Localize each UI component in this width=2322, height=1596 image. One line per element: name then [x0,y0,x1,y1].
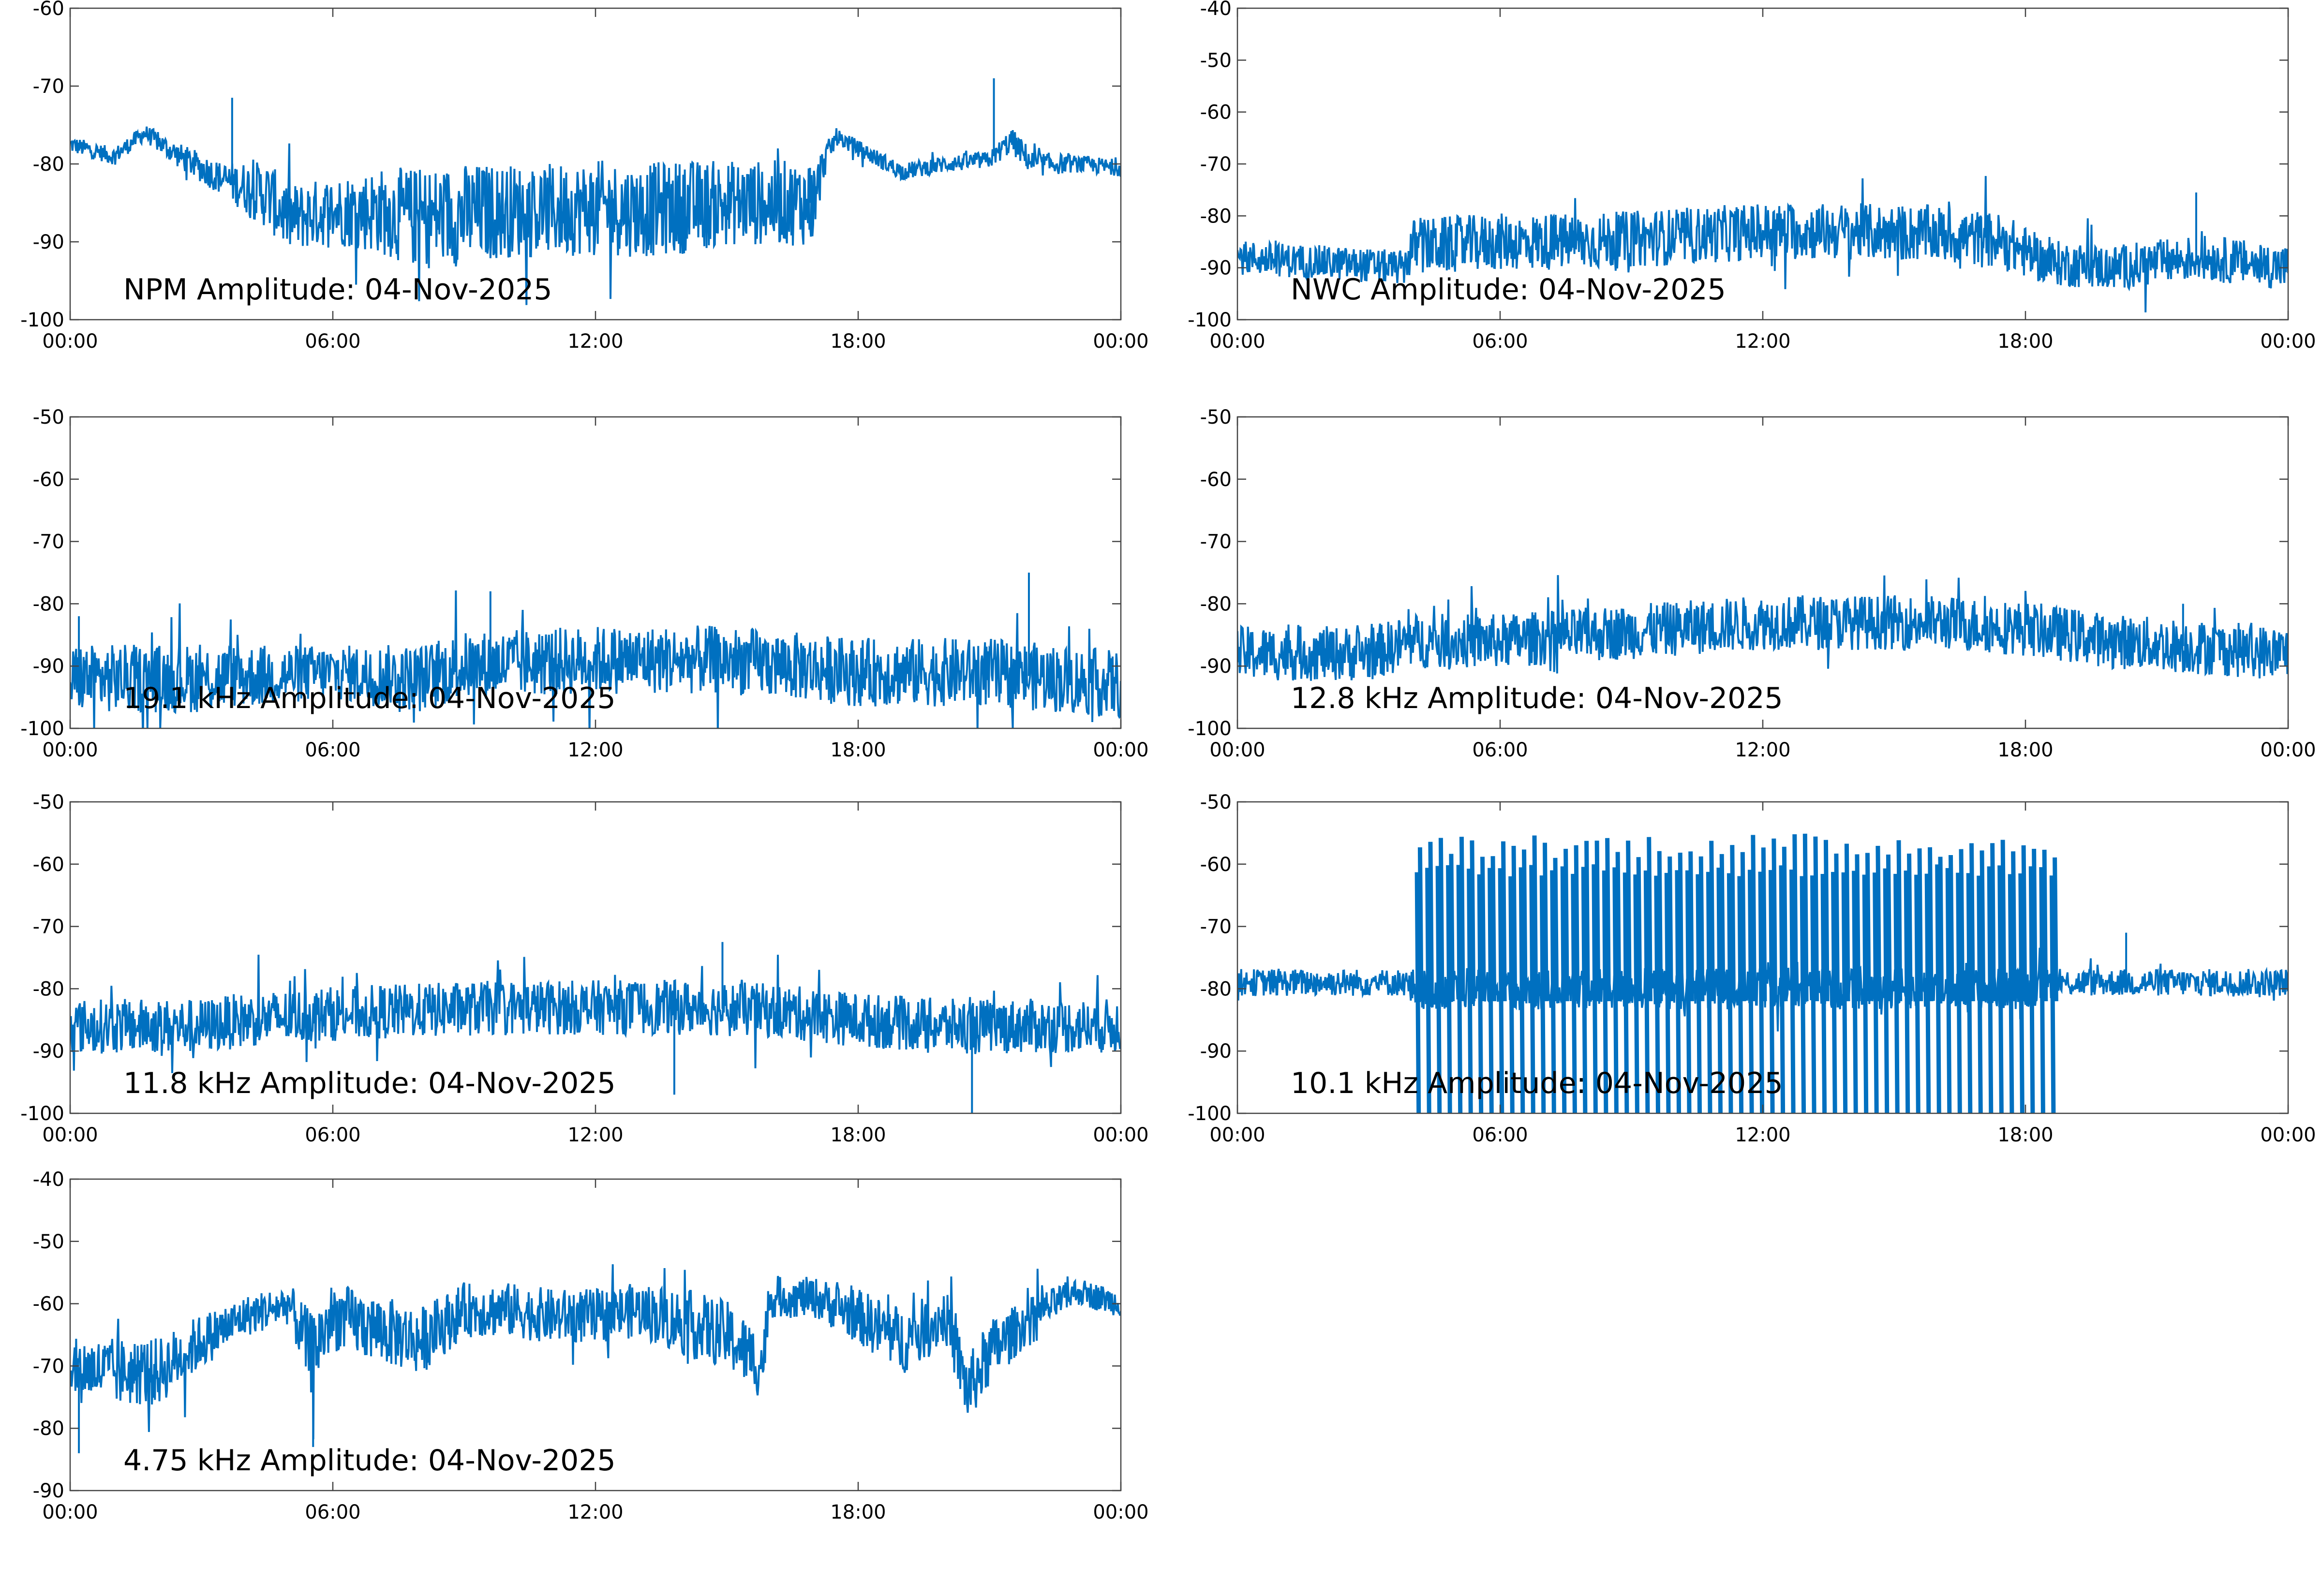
x-tick-label: 12:00 [567,739,623,761]
x-tick-label: 18:00 [1997,1124,2053,1146]
y-tick-label: -90 [33,1480,64,1502]
y-tick-label: -80 [1200,978,1232,1000]
x-tick-label: 00:00 [1209,1124,1265,1146]
series-line-f11_8 [70,954,1121,1073]
x-tick-label: 06:00 [305,739,360,761]
chart-title: NPM Amplitude: 04-Nov-2025 [123,273,552,307]
x-tick-label: 00:00 [2260,1124,2316,1146]
x-tick-label: 00:00 [2260,330,2316,353]
y-tick-label: -60 [1200,469,1232,491]
x-tick-label: 06:00 [305,330,360,353]
series-line-f4_75 [70,1264,1121,1439]
x-tick-label: 18:00 [1997,330,2053,353]
x-tick-label: 00:00 [1209,330,1265,353]
y-tick-label: -70 [33,916,64,938]
y-tick-label: -80 [1200,593,1232,615]
y-tick-label: -100 [20,1103,64,1125]
x-tick-label: 06:00 [1472,739,1528,761]
x-tick-label: 00:00 [2260,739,2316,761]
y-tick-label: -70 [33,1355,64,1377]
x-tick-label: 06:00 [305,1124,360,1146]
series-line-nwc [1237,176,2288,312]
y-tick-label: -50 [33,406,64,429]
x-tick-label: 18:00 [1997,739,2053,761]
y-tick-label: -100 [20,718,64,740]
y-tick-label: -60 [1200,854,1232,876]
chart-title: 11.8 kHz Amplitude: 04-Nov-2025 [123,1066,616,1100]
y-tick-label: -70 [1200,916,1232,938]
y-tick-label: -50 [1200,49,1232,72]
x-tick-label: 12:00 [567,1501,623,1523]
y-tick-label: -40 [1200,0,1232,20]
y-tick-label: -70 [33,531,64,553]
chart-title: NWC Amplitude: 04-Nov-2025 [1291,273,1726,307]
x-tick-label: 18:00 [830,1501,886,1523]
y-tick-label: -70 [33,75,64,98]
y-tick-label: -90 [1200,655,1232,678]
y-tick-label: -60 [33,0,64,20]
x-tick-label: 18:00 [830,739,886,761]
series-line-f19_1 [70,590,1121,728]
x-tick-label: 00:00 [1093,1124,1148,1146]
x-tick-label: 12:00 [1735,330,1790,353]
x-tick-label: 12:00 [567,330,623,353]
x-tick-label: 00:00 [42,330,98,353]
y-tick-label: -90 [1200,257,1232,280]
y-tick-label: -80 [33,978,64,1000]
y-tick-label: -90 [1200,1040,1232,1063]
y-tick-label: -80 [1200,205,1232,227]
x-tick-label: 06:00 [1472,330,1528,353]
y-tick-label: -70 [1200,153,1232,176]
y-tick-label: -80 [33,153,64,176]
y-tick-label: -80 [33,1418,64,1440]
y-tick-label: -70 [1200,531,1232,553]
x-tick-label: 12:00 [1735,739,1790,761]
y-tick-label: -80 [33,593,64,615]
x-tick-label: 00:00 [1093,1501,1148,1523]
y-tick-label: -60 [1200,102,1232,124]
y-tick-label: -100 [1188,1103,1232,1125]
x-tick-label: 00:00 [1209,739,1265,761]
x-tick-label: 00:00 [42,1501,98,1523]
x-tick-label: 18:00 [830,330,886,353]
series-line-npm [70,126,1121,305]
x-tick-label: 06:00 [305,1501,360,1523]
y-tick-label: -60 [33,1293,64,1315]
y-tick-label: -60 [33,854,64,876]
y-tick-label: -50 [1200,791,1232,813]
y-tick-label: -60 [33,469,64,491]
chart-title: 19.1 kHz Amplitude: 04-Nov-2025 [123,681,616,715]
y-tick-label: -90 [33,655,64,678]
y-tick-label: -50 [33,791,64,813]
y-tick-label: -50 [33,1231,64,1253]
series-line-f12_8 [1237,575,2288,681]
x-tick-label: 18:00 [830,1124,886,1146]
x-tick-label: 00:00 [42,739,98,761]
chart-title: 12.8 kHz Amplitude: 04-Nov-2025 [1291,681,1783,715]
chart-title: 10.1 kHz Amplitude: 04-Nov-2025 [1291,1066,1783,1100]
x-tick-label: 06:00 [1472,1124,1528,1146]
x-tick-label: 12:00 [567,1124,623,1146]
y-tick-label: -100 [20,309,64,331]
burst-marks-f10_1 [1414,833,2058,1113]
y-tick-label: -40 [33,1168,64,1191]
x-tick-label: 12:00 [1735,1124,1790,1146]
x-tick-label: 00:00 [1093,330,1148,353]
y-tick-label: -100 [1188,309,1232,331]
x-tick-label: 00:00 [42,1124,98,1146]
x-tick-label: 00:00 [1093,739,1148,761]
y-tick-label: -100 [1188,718,1232,740]
y-tick-label: -90 [33,1040,64,1063]
y-tick-label: -90 [33,231,64,253]
chart-title: 4.75 kHz Amplitude: 04-Nov-2025 [123,1444,616,1478]
y-tick-label: -50 [1200,406,1232,429]
